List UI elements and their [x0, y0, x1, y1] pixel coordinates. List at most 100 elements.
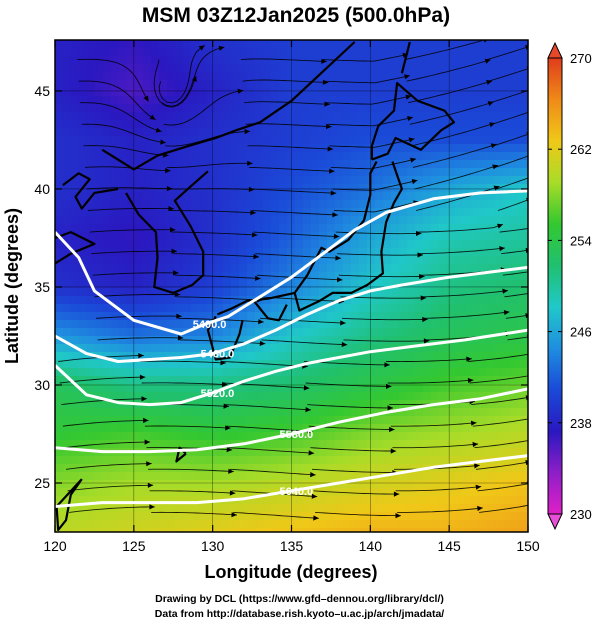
streamline	[250, 188, 337, 194]
field-cell	[511, 408, 520, 417]
field-cell	[103, 320, 112, 329]
field-cell	[159, 256, 168, 265]
field-cell	[447, 96, 456, 105]
field-cell	[399, 40, 408, 49]
streamline	[392, 443, 479, 449]
field-cell	[215, 120, 224, 129]
field-cell	[87, 112, 96, 121]
streamline	[89, 229, 176, 233]
field-cell	[175, 48, 184, 57]
streamline	[493, 133, 528, 147]
field-cell	[479, 304, 488, 313]
field-cell	[327, 408, 336, 417]
field-cell	[343, 304, 352, 313]
field-cell	[55, 224, 64, 233]
field-cell	[95, 320, 104, 329]
field-cell	[495, 384, 504, 393]
streamline	[226, 425, 313, 433]
field-cell	[263, 528, 272, 532]
field-cell	[231, 64, 240, 73]
field-cell	[191, 480, 200, 489]
field-cell	[335, 344, 344, 353]
field-cell	[327, 104, 336, 113]
field-cell	[143, 248, 152, 257]
field-cell	[207, 328, 216, 337]
field-cell	[375, 416, 384, 425]
field-cell	[167, 200, 176, 209]
field-cell	[183, 392, 192, 401]
field-cell	[183, 360, 192, 369]
field-cell	[455, 296, 464, 305]
field-cell	[175, 256, 184, 265]
field-cell	[127, 200, 136, 209]
field-cell	[319, 424, 328, 433]
field-cell	[111, 152, 120, 161]
field-cell	[223, 96, 232, 105]
field-cell	[431, 480, 440, 489]
field-cell	[127, 320, 136, 329]
streamline	[64, 441, 151, 449]
field-cell	[487, 336, 496, 345]
field-cell	[119, 320, 128, 329]
field-cell	[447, 360, 456, 369]
field-cell	[127, 416, 136, 425]
field-cell	[175, 408, 184, 417]
field-cell	[487, 64, 496, 73]
field-cell	[407, 528, 416, 532]
field-cell	[135, 144, 144, 153]
field-cell	[399, 56, 408, 65]
field-cell	[423, 80, 432, 89]
field-cell	[295, 376, 304, 385]
field-cell	[519, 296, 528, 305]
field-cell	[159, 288, 168, 297]
field-cell	[431, 360, 440, 369]
field-cell	[159, 272, 168, 281]
field-cell	[367, 448, 376, 457]
field-cell	[183, 264, 192, 273]
field-cell	[111, 144, 120, 153]
field-cell	[487, 504, 496, 513]
field-cell	[223, 320, 232, 329]
field-cell	[487, 384, 496, 393]
field-cell	[239, 120, 248, 129]
field-cell	[375, 96, 384, 105]
field-cell	[311, 448, 320, 457]
field-cell	[511, 504, 520, 513]
field-cell	[319, 328, 328, 337]
field-cell	[111, 528, 120, 532]
field-cell	[519, 256, 528, 265]
field-cell	[511, 56, 520, 65]
field-cell	[247, 392, 256, 401]
field-cell	[63, 456, 72, 465]
field-cell	[471, 416, 480, 425]
field-cell	[463, 392, 472, 401]
field-cell	[383, 224, 392, 233]
field-cell	[175, 520, 184, 529]
field-cell	[455, 456, 464, 465]
field-cell	[335, 176, 344, 185]
field-cell	[511, 368, 520, 377]
streamline	[307, 404, 394, 409]
field-cell	[471, 488, 480, 497]
field-cell	[191, 216, 200, 225]
field-cell	[239, 104, 248, 113]
field-cell	[359, 56, 368, 65]
field-cell	[95, 96, 104, 105]
field-cell	[407, 456, 416, 465]
field-cell	[63, 248, 72, 257]
field-cell	[255, 528, 264, 532]
field-cell	[255, 56, 264, 65]
field-cell	[463, 96, 472, 105]
field-cell	[223, 392, 232, 401]
field-cell	[519, 360, 528, 369]
field-cell	[239, 400, 248, 409]
field-cell	[303, 64, 312, 73]
field-cell	[103, 216, 112, 225]
field-cell	[63, 496, 72, 505]
field-cell	[343, 472, 352, 481]
field-cell	[167, 272, 176, 281]
field-cell	[159, 200, 168, 209]
field-cell	[359, 208, 368, 217]
field-cell	[79, 88, 88, 97]
field-cell	[191, 128, 200, 137]
